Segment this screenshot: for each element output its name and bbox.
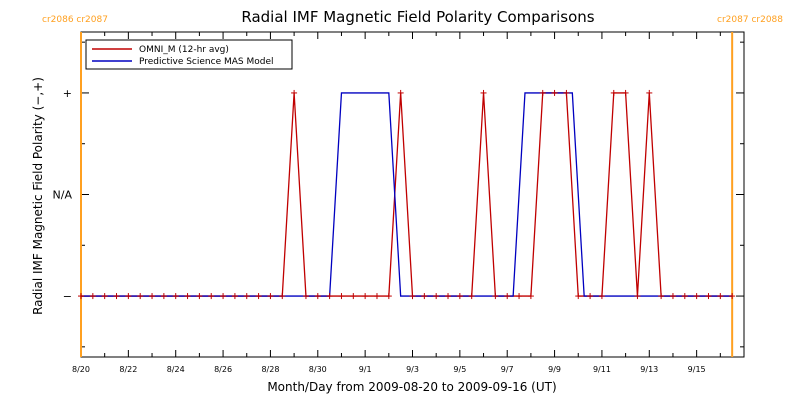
y-axis-ticks: + N/A −	[53, 41, 744, 348]
omni-data-point	[610, 89, 617, 96]
omni-data-point	[220, 293, 227, 300]
omni-data-point	[101, 293, 108, 300]
omni-data-point	[539, 89, 546, 96]
omni-data-point	[729, 293, 736, 300]
x-tick-label: 8/20	[72, 365, 90, 374]
omni-data-point	[669, 293, 676, 300]
legend-entry-mas: Predictive Science MAS Model	[139, 57, 274, 67]
omni-data-point	[267, 293, 274, 300]
omni-data-point	[551, 89, 558, 96]
omni-data-point	[243, 293, 250, 300]
omni-data-point	[634, 293, 641, 300]
omni-data-point	[196, 293, 203, 300]
omni-data-point	[125, 293, 132, 300]
omni-data-point	[89, 293, 96, 300]
x-tick-label: 9/7	[501, 365, 514, 374]
omni-data-point	[385, 293, 392, 300]
x-tick-label: 8/24	[167, 365, 185, 374]
x-tick-label: 9/3	[406, 365, 419, 374]
omni-data-point	[291, 89, 298, 96]
omni-data-point	[681, 293, 688, 300]
carrington-marker-label: cr2087 cr2088	[717, 15, 783, 25]
y-tick-label: +	[63, 87, 72, 100]
omni-data-point	[421, 293, 428, 300]
omni-data-point	[397, 89, 404, 96]
y-tick-label: −	[63, 290, 72, 303]
omni-data-point	[646, 89, 653, 96]
omni-data-point	[208, 293, 215, 300]
omni-data-point	[456, 293, 463, 300]
omni-data-point	[468, 293, 475, 300]
omni-data-point	[160, 293, 167, 300]
omni-data-point	[622, 89, 629, 96]
x-tick-label: 8/22	[119, 365, 137, 374]
omni-data-point	[693, 293, 700, 300]
y-tick-label: N/A	[53, 189, 73, 202]
series-lines	[78, 89, 736, 300]
x-tick-label: 8/30	[309, 365, 327, 374]
omni-data-point	[717, 293, 724, 300]
carrington-markers: cr2086 cr2087 cr2087 cr2088	[42, 15, 783, 357]
x-tick-label: 9/9	[548, 365, 561, 374]
omni-data-point	[658, 293, 665, 300]
omni-data-point	[563, 89, 570, 96]
carrington-marker-label: cr2086 cr2087	[42, 15, 108, 25]
omni-data-point	[302, 293, 309, 300]
x-tick-label: 9/15	[688, 365, 706, 374]
legend: OMNI_M (12-hr avg) Predictive Science MA…	[85, 39, 293, 70]
omni-data-point	[492, 293, 499, 300]
omni-data-point	[504, 293, 511, 300]
omni-data-point	[113, 293, 120, 300]
omni-data-point	[255, 293, 262, 300]
omni-data-point	[587, 293, 594, 300]
chart-title: Radial IMF Magnetic Field Polarity Compa…	[241, 8, 594, 26]
omni-data-point	[373, 293, 380, 300]
x-tick-label: 9/11	[593, 365, 611, 374]
omni-data-point	[326, 293, 333, 300]
omni-data-point	[516, 293, 523, 300]
omni-data-point	[433, 293, 440, 300]
omni-data-point	[172, 293, 179, 300]
omni-data-point	[362, 293, 369, 300]
omni-data-point	[480, 89, 487, 96]
omni-data-point	[705, 293, 712, 300]
omni-data-point	[445, 293, 452, 300]
x-tick-label: 9/5	[453, 365, 466, 374]
omni-data-point	[527, 293, 534, 300]
plot-frame	[80, 31, 745, 358]
x-tick-label: 8/28	[261, 365, 279, 374]
omni-data-point	[78, 293, 84, 300]
omni-data-point	[184, 293, 191, 300]
omni-series-line	[81, 92, 733, 297]
omni-data-point	[231, 293, 238, 300]
omni-data-point	[575, 293, 582, 300]
omni-data-point	[409, 293, 416, 300]
omni-data-point	[350, 293, 357, 300]
x-axis-ticks: 8/20 8/22 8/24 8/26 8/28 8/30 9/1 9/3 9/5 9/7 9/9 9…	[72, 32, 745, 374]
omni-data-point	[137, 293, 144, 300]
legend-box	[85, 39, 293, 70]
x-tick-label: 9/1	[359, 365, 372, 374]
x-tick-label: 8/26	[214, 365, 232, 374]
omni-data-point	[149, 293, 156, 300]
x-axis-label: Month/Day from 2009-08-20 to 2009-09-16 …	[267, 380, 556, 394]
omni-data-point	[598, 293, 605, 300]
legend-entry-omni: OMNI_M (12-hr avg)	[139, 45, 229, 55]
omni-data-point	[338, 293, 345, 300]
y-axis-label: Radial IMF Magnetic Field Polarity (−,+)	[31, 77, 45, 315]
x-tick-label: 9/13	[640, 365, 658, 374]
omni-data-point	[314, 293, 321, 300]
omni-data-point	[279, 293, 286, 300]
